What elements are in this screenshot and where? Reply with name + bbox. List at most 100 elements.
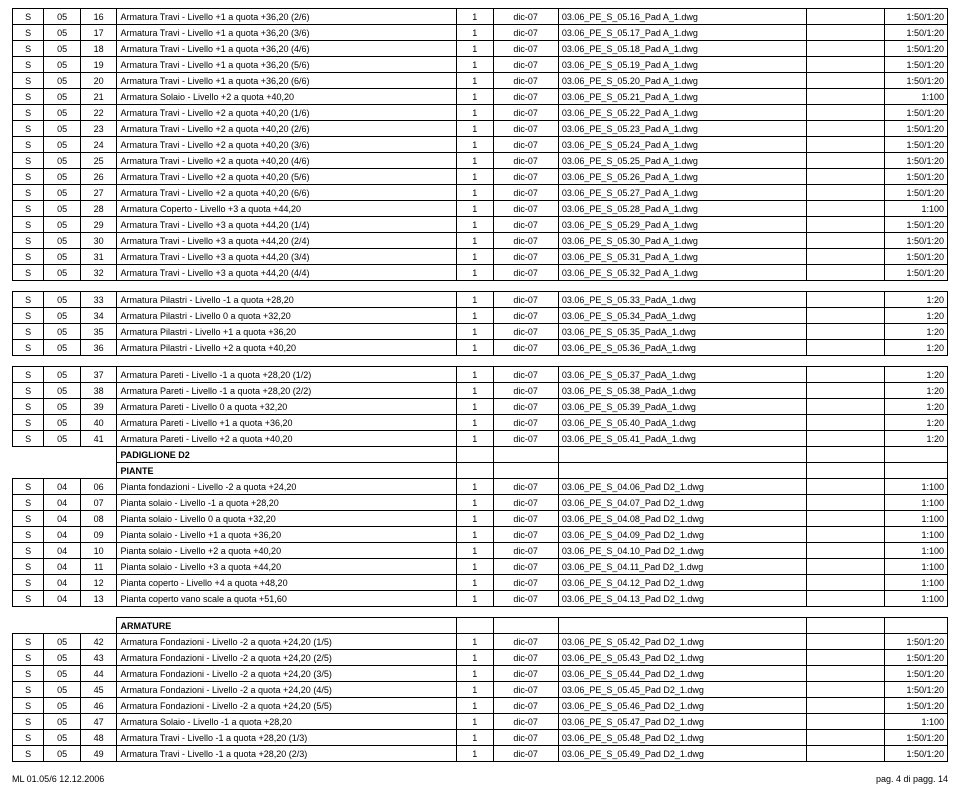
col-filename: 03.06_PE_S_04.08_Pad D2_1.dwg [558,511,806,527]
col-description: Armatura Travi - Livello +1 a quota +36,… [117,57,457,73]
col-code: S [13,324,44,340]
col-series: 04 [44,575,81,591]
col-code: S [13,292,44,308]
col-filename: 03.06_PE_S_05.32_Pad A_1.dwg [558,265,806,281]
col-rev: 1 [456,25,493,41]
col-rev: 1 [456,431,493,447]
col-num: 22 [80,105,117,121]
col-code: S [13,73,44,89]
col-num: 45 [80,682,117,698]
col-filename: 03.06_PE_S_05.41_PadA_1.dwg [558,431,806,447]
col-description: Armatura Travi - Livello +1 a quota +36,… [117,9,457,25]
table-row: S0545Armatura Fondazioni - Livello -2 a … [13,682,948,698]
col-rev: 1 [456,324,493,340]
col-blank [806,153,884,169]
table-row: S0520Armatura Travi - Livello +1 a quota… [13,73,948,89]
col-rev: 1 [456,105,493,121]
col-rev: 1 [456,89,493,105]
col-series: 05 [44,185,81,201]
col-series: 05 [44,340,81,356]
col-scale: 1:100 [885,495,948,511]
col-series: 05 [44,249,81,265]
col-num: 18 [80,41,117,57]
col-blank [806,233,884,249]
table-row: S0529Armatura Travi - Livello +3 a quota… [13,217,948,233]
col-blank [806,591,884,607]
col-blank [806,89,884,105]
col-scale: 1:100 [885,201,948,217]
col-blank [806,698,884,714]
col-num: 19 [80,57,117,73]
col-num: 47 [80,714,117,730]
col-blank [806,495,884,511]
col-description: Pianta coperto - Livello +4 a quota +48,… [117,575,457,591]
col-date: dic-07 [493,137,558,153]
col-num: 31 [80,249,117,265]
col-description: Armatura Fondazioni - Livello -2 a quota… [117,650,457,666]
col-num: 40 [80,415,117,431]
table-row: S0537Armatura Pareti - Livello -1 a quot… [13,367,948,383]
col-description: Armatura Fondazioni - Livello -2 a quota… [117,682,457,698]
col-filename: 03.06_PE_S_05.43_Pad D2_1.dwg [558,650,806,666]
col-series: 04 [44,511,81,527]
col-num: 38 [80,383,117,399]
col-blank [806,367,884,383]
col-blank [806,682,884,698]
col-date: dic-07 [493,324,558,340]
col-code: S [13,575,44,591]
col-filename: 03.06_PE_S_05.42_Pad D2_1.dwg [558,634,806,650]
table-row: S0532Armatura Travi - Livello +3 a quota… [13,265,948,281]
col-series: 05 [44,650,81,666]
col-description: Armatura Travi - Livello +2 a quota +40,… [117,137,457,153]
col-filename: 03.06_PE_S_05.35_PadA_1.dwg [558,324,806,340]
col-scale: 1:100 [885,479,948,495]
col-rev: 1 [456,340,493,356]
table-row: S0549Armatura Travi - Livello -1 a quota… [13,746,948,762]
col-date: dic-07 [493,495,558,511]
col-rev: 1 [456,9,493,25]
col-series: 05 [44,746,81,762]
table-row: S0407Pianta solaio - Livello -1 a quota … [13,495,948,511]
col-filename: 03.06_PE_S_05.31_Pad A_1.dwg [558,249,806,265]
col-series: 05 [44,308,81,324]
col-num: 16 [80,9,117,25]
col-scale: 1:20 [885,367,948,383]
col-description: Pianta solaio - Livello +2 a quota +40,2… [117,543,457,559]
col-filename: 03.06_PE_S_05.37_PadA_1.dwg [558,367,806,383]
col-series: 05 [44,25,81,41]
col-filename: 03.06_PE_S_04.07_Pad D2_1.dwg [558,495,806,511]
table-row: S0536Armatura Pilastri - Livello +2 a qu… [13,340,948,356]
table-row: S0522Armatura Travi - Livello +2 a quota… [13,105,948,121]
col-series: 05 [44,233,81,249]
col-scale: 1:50/1:20 [885,634,948,650]
table-row: S0413Pianta coperto vano scale a quota +… [13,591,948,607]
col-description: Armatura Solaio - Livello +2 a quota +40… [117,89,457,105]
col-series: 05 [44,201,81,217]
col-scale: 1:20 [885,308,948,324]
col-date: dic-07 [493,265,558,281]
col-description: Armatura Pareti - Livello 0 a quota +32,… [117,399,457,415]
col-code: S [13,399,44,415]
col-num: 49 [80,746,117,762]
col-filename: 03.06_PE_S_05.34_PadA_1.dwg [558,308,806,324]
col-code: S [13,265,44,281]
col-rev: 1 [456,634,493,650]
col-series: 04 [44,591,81,607]
col-blank [806,340,884,356]
col-description: Armatura Travi - Livello +3 a quota +44,… [117,233,457,249]
col-num: 08 [80,511,117,527]
col-scale: 1:50/1:20 [885,650,948,666]
col-blank [806,431,884,447]
col-rev: 1 [456,559,493,575]
col-num: 43 [80,650,117,666]
col-code: S [13,367,44,383]
col-date: dic-07 [493,292,558,308]
col-date: dic-07 [493,543,558,559]
col-scale: 1:100 [885,714,948,730]
col-rev: 1 [456,249,493,265]
col-code: S [13,121,44,137]
col-rev: 1 [456,308,493,324]
col-description: Armatura Travi - Livello +2 a quota +40,… [117,153,457,169]
col-description: Armatura Travi - Livello +2 a quota +40,… [117,121,457,137]
col-num: 46 [80,698,117,714]
